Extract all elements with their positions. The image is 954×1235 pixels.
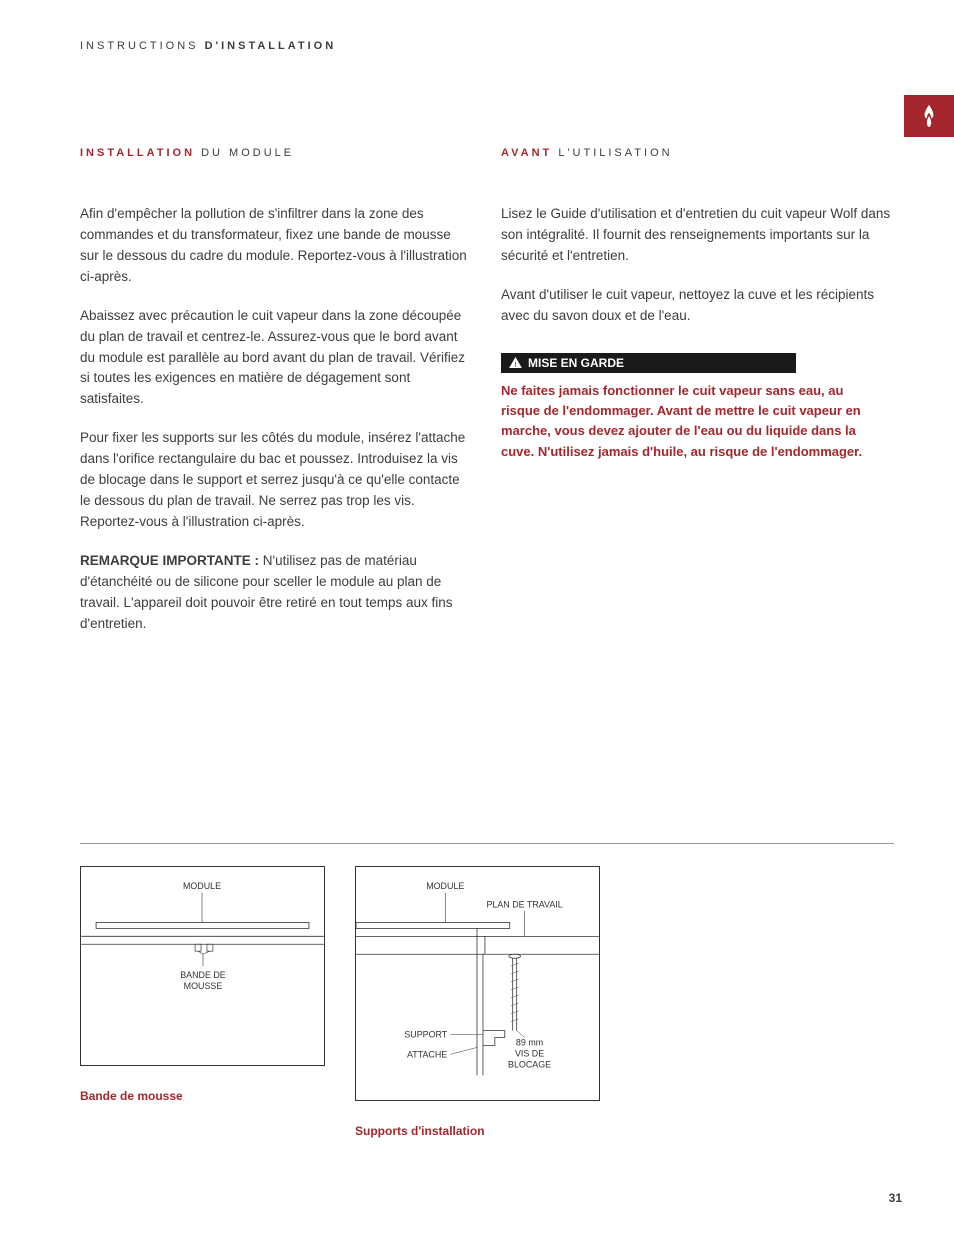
figure-1-caption: Bande de mousse — [80, 1089, 325, 1103]
fig2-label-attache: ATTACHE — [407, 1049, 447, 1059]
figures-row: MODULE BANDE DE MOUSSE Bande de mousse — [80, 866, 894, 1138]
warning-body: Ne faites jamais fonctionner le cuit vap… — [501, 381, 894, 462]
fig2-label-module: MODULE — [426, 880, 464, 890]
figure-1-diagram: MODULE BANDE DE MOUSSE — [80, 866, 325, 1066]
right-p2: Avant d'utiliser le cuit vapeur, nettoye… — [501, 285, 894, 327]
page-header: INSTRUCTIONS D'INSTALLATION — [80, 40, 894, 52]
left-p3: Pour fixer les supports sur les côtés du… — [80, 428, 473, 533]
header-text-light: INSTRUCTIONS — [80, 40, 205, 52]
divider-line — [80, 843, 894, 844]
right-heading-red: AVANT — [501, 147, 552, 159]
warning-triangle-icon — [509, 357, 522, 368]
fig2-label-vis2: VIS DE — [515, 1048, 544, 1058]
left-heading: INSTALLATION DU MODULE — [80, 147, 473, 159]
fig1-label-module: MODULE — [183, 880, 221, 890]
header-text-bold: D'INSTALLATION — [205, 40, 337, 52]
left-p4: REMARQUE IMPORTANTE : N'utilisez pas de … — [80, 551, 473, 635]
page-container: INSTRUCTIONS D'INSTALLATION INSTALLATION… — [0, 0, 954, 1235]
fig2-label-vis3: BLOCAGE — [508, 1059, 551, 1069]
page-number: 31 — [889, 1191, 902, 1205]
figure-2-caption: Supports d'installation — [355, 1124, 600, 1138]
figure-1: MODULE BANDE DE MOUSSE Bande de mousse — [80, 866, 325, 1138]
warning-title: MISE EN GARDE — [528, 356, 624, 370]
left-heading-red: INSTALLATION — [80, 147, 195, 159]
fig2-label-vis1: 89 mm — [516, 1037, 543, 1047]
content-columns: INSTALLATION DU MODULE Afin d'empêcher l… — [80, 147, 894, 653]
fig2-label-plan: PLAN DE TRAVAIL — [486, 899, 562, 909]
left-column: INSTALLATION DU MODULE Afin d'empêcher l… — [80, 147, 473, 653]
left-p2: Abaissez avec précaution le cuit vapeur … — [80, 306, 473, 411]
right-column: AVANT L'UTILISATION Lisez le Guide d'uti… — [501, 147, 894, 653]
right-p1: Lisez le Guide d'utilisation et d'entret… — [501, 204, 894, 267]
side-tab — [904, 95, 954, 137]
right-heading: AVANT L'UTILISATION — [501, 147, 894, 159]
right-heading-plain: L'UTILISATION — [552, 147, 672, 159]
fig1-label-bande2: MOUSSE — [184, 980, 223, 990]
left-p1: Afin d'empêcher la pollution de s'infilt… — [80, 204, 473, 288]
left-heading-plain: DU MODULE — [195, 147, 294, 159]
figure-2: MODULE PLAN DE TRAVAIL — [355, 866, 600, 1138]
left-p4-bold: REMARQUE IMPORTANTE : — [80, 553, 263, 568]
fig2-label-support: SUPPORT — [404, 1029, 447, 1039]
warning-header: MISE EN GARDE — [501, 353, 796, 373]
figure-2-diagram: MODULE PLAN DE TRAVAIL — [355, 866, 600, 1101]
fig1-label-bande1: BANDE DE — [180, 969, 226, 979]
flame-icon — [920, 105, 938, 127]
